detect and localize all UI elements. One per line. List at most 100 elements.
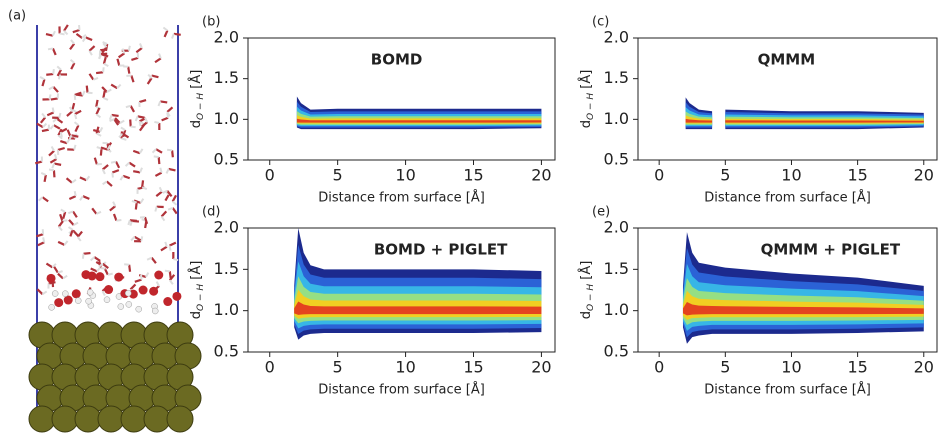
y-tick-label: 1.0 [214, 109, 239, 128]
water-molecule [103, 98, 108, 100]
water-molecule [158, 101, 160, 106]
water-molecule [173, 208, 177, 214]
water-molecule [161, 247, 167, 251]
y-tick-label: 1.0 [604, 109, 629, 128]
water-molecule [88, 93, 93, 94]
water-molecule [114, 214, 116, 221]
water-molecule [133, 171, 140, 172]
water-molecule [172, 34, 174, 39]
water-molecule [96, 114, 100, 117]
interface-atom [87, 289, 93, 295]
water-molecule [72, 110, 76, 112]
water-molecule [72, 103, 74, 110]
water-molecule [159, 157, 160, 164]
water-molecule [136, 116, 138, 121]
interface-atom [49, 304, 55, 310]
water-molecule [49, 170, 54, 171]
x-tick-label: 10 [395, 358, 415, 377]
interface-atom [163, 297, 172, 306]
water-molecule [112, 170, 119, 172]
water-molecule [50, 125, 53, 129]
water-molecule [146, 273, 148, 277]
water-molecule [107, 181, 112, 186]
water-molecule [43, 124, 46, 128]
x-tick-label: 5 [720, 358, 730, 377]
surface-atom [121, 406, 147, 432]
water-molecule [52, 146, 55, 150]
water-molecule [129, 163, 135, 167]
water-molecule [53, 119, 57, 122]
water-molecule [96, 108, 99, 114]
water-molecule [93, 78, 98, 80]
water-molecule [110, 206, 115, 210]
water-molecule [135, 237, 141, 241]
water-molecule [154, 156, 159, 157]
water-molecule [170, 246, 171, 251]
water-molecule [71, 135, 78, 136]
water-molecule [159, 54, 161, 59]
y-tick-label: 1.5 [604, 259, 629, 278]
surface-atom [29, 406, 55, 432]
panel-label: (a) [8, 9, 26, 24]
water-molecule [58, 242, 64, 245]
x-tick-label: 20 [914, 358, 934, 377]
water-molecule [162, 118, 168, 121]
water-molecule [170, 280, 173, 284]
water-molecule [172, 150, 173, 157]
water-molecule [73, 211, 77, 217]
water-molecule [147, 258, 152, 260]
water-molecule [136, 48, 142, 52]
water-molecule [83, 254, 84, 259]
water-molecule [42, 130, 49, 131]
water-molecule [116, 220, 121, 221]
water-molecule [110, 115, 112, 120]
y-tick-label: 0.5 [604, 342, 629, 361]
water-molecule [140, 43, 142, 48]
interface-atom [75, 298, 81, 304]
water-molecule [96, 72, 103, 73]
surface-atom [167, 406, 193, 432]
water-molecule [100, 49, 107, 50]
water-molecule [41, 117, 45, 122]
water-molecule [53, 108, 54, 113]
water-molecule [42, 113, 45, 117]
water-molecule [47, 112, 53, 115]
water-molecule [60, 141, 67, 143]
water-molecule [69, 227, 73, 230]
water-molecule [103, 91, 104, 98]
water-molecule [53, 48, 56, 54]
water-molecule [89, 46, 94, 51]
water-molecule [152, 258, 156, 264]
water-molecule [62, 220, 67, 221]
x-tick-label: 20 [531, 166, 551, 185]
water-molecule [64, 25, 68, 31]
water-molecule [154, 122, 159, 123]
water-molecule [129, 46, 130, 51]
x-tick-label: 15 [847, 358, 867, 377]
water-molecule [54, 164, 61, 165]
water-molecule [173, 195, 176, 201]
y-tick-label: 1.5 [214, 68, 239, 87]
water-molecule [140, 149, 143, 153]
water-molecule [37, 289, 42, 294]
interface-atom [104, 285, 113, 294]
x-tick-label: 15 [463, 166, 483, 185]
x-tick-label: 0 [654, 166, 664, 185]
water-molecule [160, 101, 167, 102]
water-molecule [155, 207, 156, 212]
water-molecule [53, 69, 54, 74]
water-molecule [135, 280, 142, 282]
water-molecule [59, 227, 62, 231]
x-tick-label: 20 [914, 166, 934, 185]
water-molecule [103, 67, 104, 72]
interface-atom [54, 298, 63, 307]
water-molecule [166, 169, 168, 174]
interface-atom [149, 287, 158, 296]
water-molecule [136, 203, 137, 210]
water-molecule [130, 220, 137, 221]
water-molecule [123, 176, 130, 178]
water-molecule [70, 44, 74, 50]
water-molecule [170, 271, 171, 278]
